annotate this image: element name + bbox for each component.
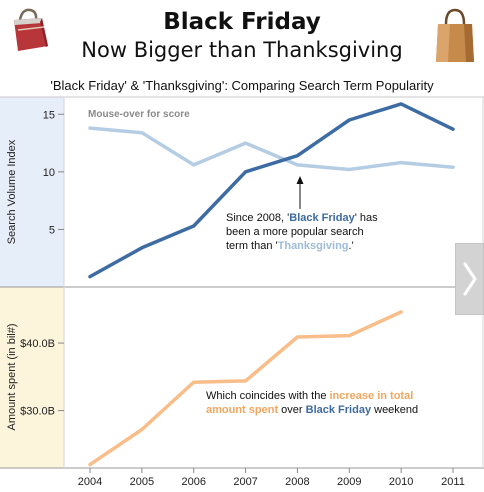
annotation-text: ' has been a more popular search term th… [226, 212, 378, 252]
top-y-axis-title: Search Volume Index [6, 139, 18, 244]
top-y-tick-label: 10 [43, 167, 55, 179]
annotation-black-friday: Black Friday [289, 212, 355, 224]
header: Black Friday Now Bigger than Thanksgivin… [0, 0, 484, 100]
thanksgiving-series-line[interactable] [88, 126, 455, 172]
chart-title: 'Black Friday' & 'Thanksgiving': Compari… [50, 78, 434, 93]
page-title: Black Friday [163, 9, 321, 35]
top-annotation: Since 2008, 'Black Friday' has been a mo… [226, 211, 386, 253]
x-tick-label: 2009 [337, 476, 361, 488]
annotation-text: over [278, 404, 306, 416]
spending-series-line[interactable] [88, 310, 403, 467]
annotation-arrowhead [296, 176, 304, 184]
annotation-spending-increase: increase in total amount spent [206, 390, 414, 416]
x-tick-label: 2008 [285, 476, 309, 488]
paper-bag-icon [436, 8, 474, 62]
page-subtitle: Now Bigger than Thanksgiving [81, 38, 403, 62]
bottom-ylabel-bg [0, 287, 64, 468]
x-axis-ticks: 2004 2005 2006 2007 2008 2009 2010 2011 [78, 468, 465, 488]
black-friday-series-line[interactable] [88, 102, 455, 279]
shopping-bag-icon [14, 8, 48, 51]
top-y-ticks: 5 10 15 [43, 109, 64, 236]
x-tick-label: 2005 [130, 476, 154, 488]
bottom-y-tick-label: $30.0B [20, 406, 55, 418]
x-tick-label: 2007 [233, 476, 257, 488]
series-layer [88, 102, 455, 467]
annotation-text: weekend [371, 404, 419, 416]
x-tick-label: 2006 [181, 476, 205, 488]
bottom-y-ticks: $30.0B $40.0B [20, 338, 64, 418]
annotation-black-friday: Black Friday [305, 404, 372, 416]
annotation-text: .' [348, 240, 354, 252]
annotation-text: Since 2008, ' [226, 212, 290, 224]
top-y-tick-label: 5 [49, 224, 55, 236]
x-tick-label: 2010 [389, 476, 413, 488]
top-y-tick-label: 15 [43, 109, 55, 121]
top-ylabel-bg [0, 97, 64, 287]
x-tick-label: 2004 [78, 476, 102, 488]
annotation-text: Which coincides with the [206, 390, 330, 402]
chevron-right-icon [463, 262, 477, 296]
bottom-y-tick-label: $40.0B [20, 338, 55, 350]
x-tick-label: 2011 [441, 476, 465, 488]
annotation-thanksgiving: Thanksgiving [277, 240, 349, 252]
mouseover-hint: Mouse-over for score [88, 109, 190, 120]
bottom-y-axis-title: Amount spent (in bil#) [6, 324, 18, 431]
next-slide-button[interactable] [455, 243, 484, 315]
bottom-annotation: Which coincides with the increase in tot… [206, 389, 456, 417]
